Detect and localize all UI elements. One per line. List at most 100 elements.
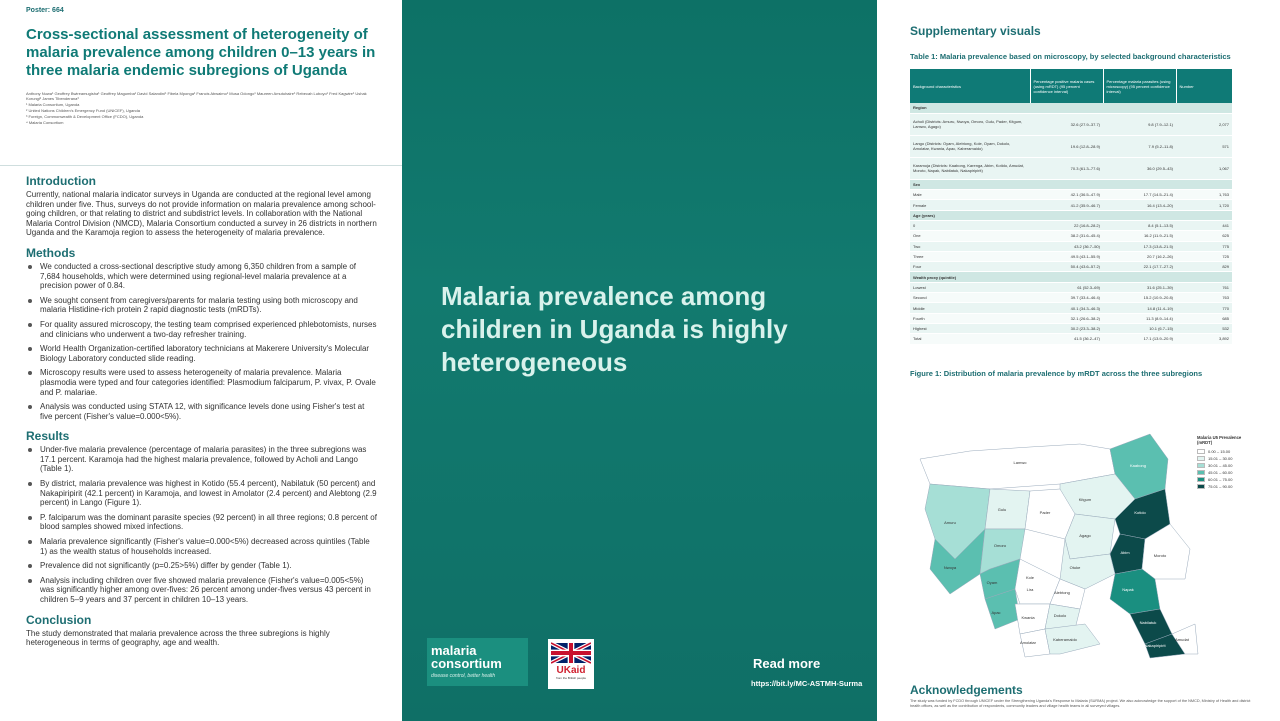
map-district-label: Nabilatuk xyxy=(1140,620,1157,625)
table-cell: 2,077 xyxy=(1176,113,1232,136)
table-cell: Four xyxy=(910,261,1030,273)
map-district-label: Gulu xyxy=(998,507,1006,512)
table-cell: 41.5 (36.2–47) xyxy=(1030,333,1103,345)
map-district-label: Nwoya xyxy=(944,565,957,570)
ukaid-logo: UKaid from the British people xyxy=(548,639,594,689)
table-cell: 763 xyxy=(1176,292,1232,304)
methods-item: We sought consent from caregivers/parent… xyxy=(26,296,377,315)
table-header: Percentage positive malaria cases (using… xyxy=(1030,69,1104,103)
map-district-label: Apac xyxy=(991,610,1000,615)
table-cell: 1,763 xyxy=(1176,189,1232,201)
table-cell: Fourth xyxy=(910,313,1030,324)
table-cell: Wealth proxy (quintile) xyxy=(910,271,1030,283)
legend-swatch xyxy=(1197,484,1205,489)
malaria-consortium-logo: malaria consortium disease control, bett… xyxy=(427,638,528,686)
district-kaberamaido xyxy=(1044,623,1101,655)
table-body: Region Acholi (Districts: Amuru, Nwoya, O… xyxy=(910,103,1232,345)
introduction-heading: Introduction xyxy=(26,174,96,188)
author-block: Anthony Nuwa¹ Geoffrey Bwireamugisha¹ Ge… xyxy=(26,91,377,125)
methods-heading: Methods xyxy=(26,245,76,260)
table-header: Number xyxy=(1176,69,1233,103)
map-district-label: Pader xyxy=(1040,510,1051,515)
table-section-row: Region xyxy=(910,103,1232,114)
legend-label: 30.01 – 45.00 xyxy=(1208,463,1233,468)
table-cell: 1,067 xyxy=(1176,157,1232,180)
conclusion-text: The study demonstrated that malaria prev… xyxy=(26,628,330,648)
table-cell: 38.2 (31.6–45.4) xyxy=(1030,230,1103,242)
map-district-label: Kotido xyxy=(1134,510,1146,515)
table-cell: Male xyxy=(910,189,1030,201)
results-list: Under-five malaria prevalence (percentag… xyxy=(26,445,377,604)
table-cell: Middle xyxy=(910,302,1030,314)
table-cell: 571 xyxy=(1176,135,1232,158)
table-cell: 7.9 (5.2–11.8) xyxy=(1103,135,1176,158)
district-gulu xyxy=(984,488,1031,530)
table-cell xyxy=(1030,179,1103,191)
table-cell: 36.0 (29.5–43) xyxy=(1103,157,1176,180)
legend-item: 0.00 – 15.00 xyxy=(1197,448,1257,455)
affiliation: ² United Nations Children's Emergency Fu… xyxy=(26,108,140,113)
table-cell xyxy=(1176,210,1232,221)
map-district-label: Amolatar xyxy=(1020,640,1037,645)
results-item: P. falciparum was the dominant parasite … xyxy=(26,513,377,532)
table-cell: 30.2 (23.3–38.2) xyxy=(1030,323,1103,335)
legend-item: 60.01 – 75.00 xyxy=(1197,476,1257,483)
table-cell: 16.4 (13.4–20) xyxy=(1103,199,1176,211)
table-cell: 22.1 (17.7–27.2) xyxy=(1103,261,1176,273)
supplementary-heading: Supplementary visuals xyxy=(910,24,1041,38)
table-header-row: Background characteristics Percentage po… xyxy=(910,69,1233,103)
legend-item: 30.01 – 45.00 xyxy=(1197,462,1257,469)
acknowledgements-text: The study was funded by FCDO through UNI… xyxy=(910,699,1251,708)
table-cell: 1,720 xyxy=(1176,199,1232,211)
read-more-heading: Read more xyxy=(753,656,821,671)
table-row: Total 41.5 (36.2–47) 17.1 (13.9–20.9) 3,892 xyxy=(910,333,1232,345)
author-list: Anthony Nuwa¹ Geoffrey Bwireamugisha¹ Ge… xyxy=(26,91,367,101)
results-item: Malaria prevalence significantly (Fisher… xyxy=(26,537,377,556)
uganda-districts-map: Lamwo Kaabong Kitgum Amuru Gulu Pader Agago Kot… xyxy=(919,433,1199,659)
table-cell: 14.8 (11.4–19) xyxy=(1103,302,1176,314)
district-amudat xyxy=(1171,623,1199,655)
map-district-label: Alebtong xyxy=(1054,590,1070,595)
table-header: Background characteristics xyxy=(910,69,1031,103)
table-cell: 43.2 (36.7–50) xyxy=(1030,241,1103,252)
table-cell: One xyxy=(910,230,1030,242)
right-column: Supplementary visuals Table 1: Malaria p… xyxy=(877,0,1280,721)
table-cell: Lango (Districts: Oyam, Alebtong, Kole, … xyxy=(910,135,1030,158)
table-row: Male 42.1 (36.5–47.9) 17.7 (14.5–21.4) 1,76… xyxy=(910,189,1232,201)
map-district-label: Lira xyxy=(1027,587,1034,592)
legend-swatch xyxy=(1197,456,1205,461)
table-cell: 32.1 (26.6–38.2) xyxy=(1030,313,1103,324)
affiliation: ¹ Malaria Consortium, Uganda xyxy=(26,102,80,107)
legend-item: 15.01 – 30.00 xyxy=(1197,455,1257,462)
table-row: Lowest 61 (52.3–69) 31.6 (25.1–39) 761 xyxy=(910,282,1232,294)
table-cell xyxy=(1030,271,1103,283)
affiliation: ⁴ Malaria Consortium xyxy=(26,120,64,125)
results-heading: Results xyxy=(26,429,70,444)
table-cell: 775 xyxy=(1176,241,1232,252)
table-section-row: Wealth proxy (quintile) xyxy=(910,271,1232,283)
table-cell: 16.2 (11.9–21.5) xyxy=(1103,230,1176,242)
legend-swatch xyxy=(1197,463,1205,468)
table-cell: Total xyxy=(910,333,1030,345)
table-cell xyxy=(1103,210,1176,221)
ukaid-text: UKaid xyxy=(556,665,586,676)
acknowledgements-heading: Acknowledgements xyxy=(910,683,1023,697)
table-cell: 725 xyxy=(1176,251,1232,263)
table-section-row: Sex xyxy=(910,179,1232,191)
methods-item: Analysis was conducted using STATA 12, w… xyxy=(26,402,377,421)
table-cell: 17.3 (13.8–21.5) xyxy=(1103,241,1176,252)
map-district-label: Abim xyxy=(1120,550,1130,555)
map-district-label: Kaberamaido xyxy=(1053,637,1078,642)
table-cell: Second xyxy=(910,292,1030,304)
figure-caption: Figure 1: Distribution of malaria preval… xyxy=(910,368,1203,378)
read-more-link[interactable]: https://bit.ly/MC-ASTMH-Surma xyxy=(751,679,863,688)
table-cell: 40.1 (34.3–46.3) xyxy=(1030,302,1103,314)
map-district-label: Otuke xyxy=(1070,565,1081,570)
table-cell: 685 xyxy=(1176,313,1232,324)
map-district-label: Lamwo xyxy=(1014,460,1028,465)
methods-item: World Health Organization-certified labo… xyxy=(26,344,377,363)
table-cell: 3,892 xyxy=(1176,333,1232,345)
table-cell: 8.4 (5.1–13.5) xyxy=(1103,220,1176,232)
table-row: 0 22 (16.8–28.2) 8.4 (5.1–13.5) 441 xyxy=(910,220,1232,232)
table-cell: 761 xyxy=(1176,282,1232,294)
